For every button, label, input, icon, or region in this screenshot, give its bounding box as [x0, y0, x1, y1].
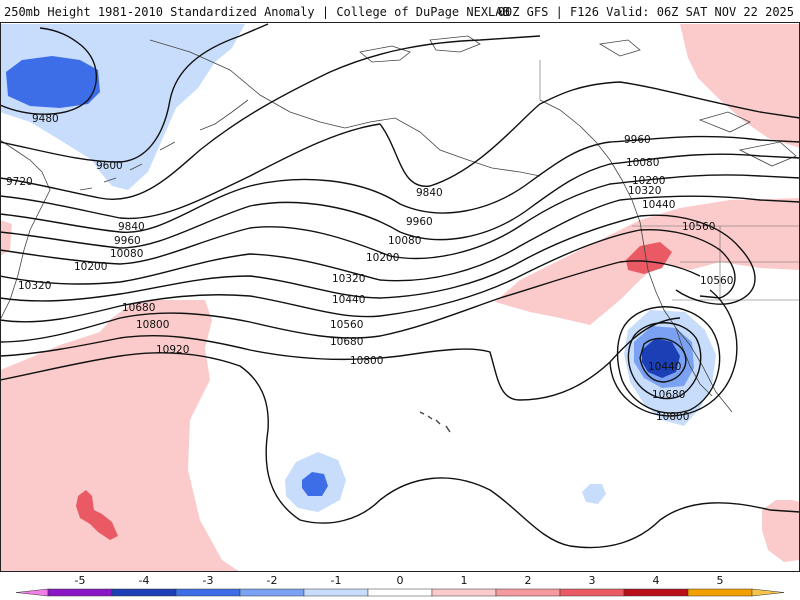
canada-coastline — [539, 99, 733, 413]
colorbar-swatch — [111, 588, 177, 597]
contour-label: 9960 — [406, 216, 433, 228]
colorbar-swatch — [367, 588, 433, 597]
colorbar-swatch — [431, 588, 497, 597]
cutoff-low-10560 — [627, 322, 702, 400]
contour-label: 10800 — [656, 411, 689, 423]
colorbar-swatch — [15, 588, 49, 597]
colorbar-swatch — [751, 588, 785, 597]
negative-anomaly-central-pacific-core — [302, 472, 328, 496]
contour-9840 — [0, 81, 800, 220]
contour-label: 10080 — [110, 248, 143, 260]
contour-label: 10320 — [18, 280, 51, 292]
colorbar-tick-label: 1 — [461, 574, 468, 587]
contour-10800 — [0, 317, 681, 401]
contour-label: 9960 — [624, 134, 651, 146]
colorbar-tick-label: 0 — [397, 574, 404, 587]
alaska-coastline — [149, 39, 541, 177]
colorbar-swatches — [15, 588, 785, 597]
colorbar-tick-label: -2 — [267, 574, 278, 587]
colorbar-swatch — [47, 588, 113, 597]
positive-anomaly-west-edge — [0, 220, 12, 256]
contour-10080 — [0, 153, 800, 249]
contour-label: 10200 — [74, 261, 107, 273]
contour-label: 9600 — [96, 160, 123, 172]
map-panel: 9480 9600 9720 9840 9960 10080 10200 103… — [0, 22, 800, 572]
cutoff-low-10440 — [639, 337, 687, 383]
colorbar-tick-label: -3 — [203, 574, 214, 587]
contour-label: 9720 — [6, 176, 33, 188]
colorbar-tick-label: 5 — [717, 574, 724, 587]
contour-10560 — [0, 228, 736, 323]
contour-label: 10800 — [136, 319, 169, 331]
anomaly-colorbar: -5 -4 -3 -2 -1 0 1 2 3 4 5 — [15, 574, 785, 597]
contour-label: 10680 — [330, 336, 363, 348]
contour-label: 10560 — [330, 319, 363, 331]
negative-anomaly-small — [582, 484, 606, 504]
contour-9720 — [0, 35, 541, 200]
contour-label: 10080 — [388, 235, 421, 247]
contour-label: 10680 — [652, 389, 685, 401]
positive-anomaly-southwest-pacific-core — [76, 490, 118, 540]
negative-anomaly-alaska-core — [6, 56, 100, 108]
contour-9480 — [0, 27, 98, 115]
contour-label: 10440 — [642, 199, 675, 211]
contour-label: 9840 — [118, 221, 145, 233]
contour-10200 — [0, 174, 800, 265]
contour-10440 — [0, 214, 756, 305]
colorbar-swatch — [175, 588, 241, 597]
contour-label: 10560 — [700, 275, 733, 287]
contour-label: 9960 — [114, 235, 141, 247]
contour-9600 — [0, 23, 269, 163]
negative-anomaly-cutoff-low-core — [642, 338, 680, 378]
hawaii-islands — [419, 411, 451, 433]
siberia-coastline — [0, 139, 51, 321]
canada-us-border — [539, 60, 800, 301]
colorbar-tick-label: -5 — [75, 574, 86, 587]
contour-label: 9480 — [32, 113, 59, 125]
contour-label: 10320 — [332, 273, 365, 285]
colorbar-labels: -5 -4 -3 -2 -1 0 1 2 3 4 5 — [75, 574, 724, 587]
contour-label: 10200 — [632, 175, 665, 187]
contour-label: 10920 — [156, 344, 189, 356]
contour-label: 10800 — [350, 355, 383, 367]
contour-label: 10080 — [626, 157, 659, 169]
colorbar-tick-label: -4 — [139, 574, 150, 587]
contour-label: 9840 — [416, 187, 443, 199]
colorbar-tick-label: -1 — [331, 574, 342, 587]
baja-california — [675, 327, 713, 397]
contour-9960 — [0, 135, 800, 233]
contour-label: 10440 — [332, 294, 365, 306]
colorbar-swatch — [687, 588, 753, 597]
contour-10920 — [0, 352, 800, 549]
contour-label: 10560 — [682, 221, 715, 233]
colorbar-tick-label: 2 — [525, 574, 532, 587]
model-run-valid-time: 00Z GFS | F126 Valid: 06Z SAT NOV 22 202… — [497, 5, 794, 19]
contour-label: 10320 — [628, 185, 661, 197]
colorbar-swatch — [303, 588, 369, 597]
colorbar-swatch — [495, 588, 561, 597]
colorbar-swatch — [623, 588, 689, 597]
contour-10680 — [0, 260, 701, 343]
contour-label: 10440 — [648, 361, 681, 373]
positive-anomaly-southeast-corner — [762, 500, 800, 562]
colorbar-swatch — [559, 588, 625, 597]
aleutian-islands — [79, 99, 249, 191]
contour-label: 10680 — [122, 302, 155, 314]
contour-10320 — [0, 195, 800, 285]
contour-east-10800 — [609, 289, 738, 417]
header: 250mb Height 1981-2010 Standardized Anom… — [0, 0, 800, 22]
arctic-islands — [359, 35, 797, 167]
cutoff-low-10680 — [616, 306, 721, 414]
anomaly-shading — [0, 24, 800, 572]
coastlines-and-borders — [0, 35, 800, 433]
map-title: 250mb Height 1981-2010 Standardized Anom… — [4, 5, 510, 19]
contour-labels: 9480 9600 9720 9840 9960 10080 10200 103… — [6, 113, 733, 423]
height-contours — [0, 23, 800, 549]
positive-anomaly-west-us-core — [626, 242, 672, 274]
contour-label: 10200 — [366, 252, 399, 264]
colorbar-swatch — [239, 588, 305, 597]
positive-anomaly-canada — [680, 24, 800, 148]
colorbar-tick-label: 4 — [653, 574, 660, 587]
colorbar-tick-label: 3 — [589, 574, 596, 587]
